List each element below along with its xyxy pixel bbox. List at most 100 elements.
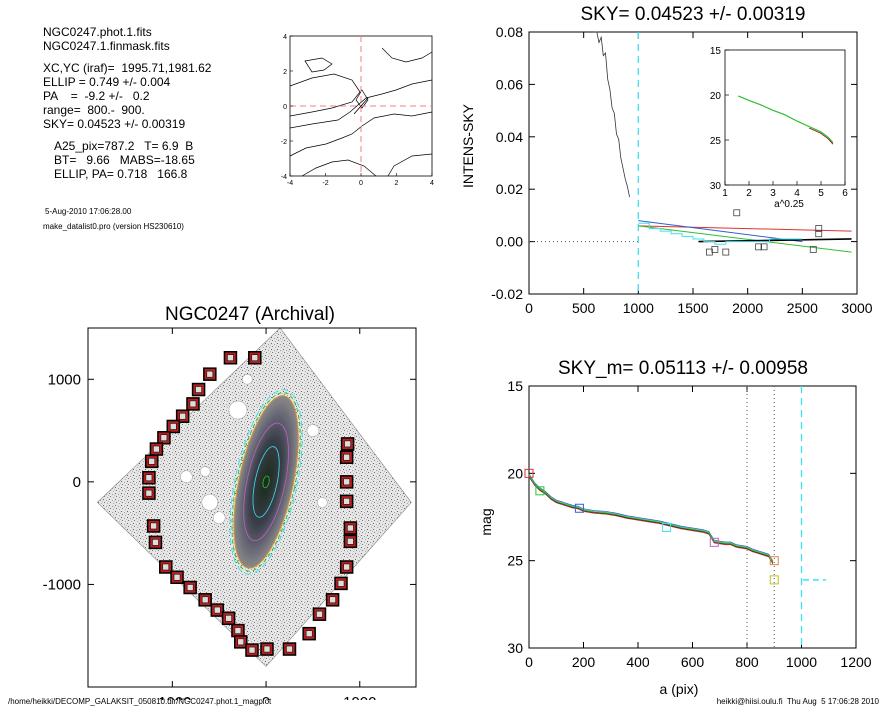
info-date: 5-Aug-2010 17:06:28.00 xyxy=(45,207,132,216)
sky-box-inner xyxy=(251,354,259,361)
sky-box-inner xyxy=(227,354,234,361)
contour-x-tick-label: 2 xyxy=(395,180,399,187)
sky-box-inner xyxy=(263,645,271,653)
sky-plot: SKY= 0.04523 +/- 0.00319 INTENS-SKY 0 500… xyxy=(460,4,873,316)
info-program: make_datalist0.pro (version HS230610) xyxy=(43,222,184,231)
info-sky: SKY= 0.04523 +/- 0.00319 xyxy=(43,117,186,131)
mag-x-tick-label: 1000 xyxy=(786,654,817,670)
sky-y-tick-label: 0.02 xyxy=(496,181,523,197)
inset-x-tick-label: 2 xyxy=(746,188,752,199)
sky-box-inner xyxy=(173,573,181,581)
sky-box-inner xyxy=(234,627,242,634)
contour-y-tick-label: 4 xyxy=(283,34,287,41)
sky-box-inner xyxy=(186,584,194,591)
galaxy-x-tick-label: 0 xyxy=(262,694,270,700)
sky-box-inner xyxy=(343,498,350,505)
sky-box-inner xyxy=(162,563,170,571)
mag-plot-ylabel: mag xyxy=(478,508,494,535)
sky-profile-line xyxy=(594,31,630,198)
sky-box-inner xyxy=(225,615,232,622)
mag-x-tick-label: 600 xyxy=(681,654,705,670)
sky-plot-title: SKY= 0.04523 +/- 0.00319 xyxy=(580,4,805,25)
sky-x-tick-label: 1500 xyxy=(677,300,708,316)
contour-x-tick-label: -2 xyxy=(322,180,328,187)
field-star xyxy=(201,494,219,511)
mag-plot-xlabel: a (pix) xyxy=(660,681,699,697)
contour-x-tick-label: 0 xyxy=(359,180,363,187)
footer-stamp: heikki@hiisi.oulu.fi Thu Aug 5 17:06:28 … xyxy=(716,697,879,706)
mag-marker xyxy=(535,486,545,496)
sky-y-tick-label: 0.06 xyxy=(496,76,523,92)
mag-marker xyxy=(574,503,584,513)
field-star xyxy=(242,373,253,385)
sky-box-inner xyxy=(145,489,153,497)
sky-x-tick-label: 2000 xyxy=(732,300,763,316)
sky-box-inner xyxy=(214,606,221,614)
sky-sample-point xyxy=(760,243,768,251)
sky-x-tick-label: 2500 xyxy=(787,300,818,316)
contour-tick-labels: -4 -2 0 2 4 -4 -2 0 2 4 xyxy=(281,34,434,187)
mag-y-tick-label: 30 xyxy=(507,640,523,656)
sky-sample-point xyxy=(809,246,817,253)
sky-x-tick-label: 500 xyxy=(572,300,596,316)
mag-plot: SKY_m= 0.05113 +/- 0.00958 mag a (pix) 0… xyxy=(478,358,872,697)
mag-x-tick-label: 800 xyxy=(735,654,759,670)
sky-box-inner xyxy=(316,610,323,618)
inset-x-tick-label: 3 xyxy=(770,188,776,199)
mag-x-tick-label: 1200 xyxy=(840,654,871,670)
inset-frame xyxy=(724,49,846,186)
sky-box-inner xyxy=(347,524,354,532)
sky-y-tick-label: 0.08 xyxy=(496,24,523,40)
galaxy-y-tick-label: -1000 xyxy=(43,576,81,593)
galaxy-plot-title: NGC0247 (Archival) xyxy=(165,304,335,325)
galaxy-y-tick-label: 1000 xyxy=(48,371,81,388)
sky-box-inner xyxy=(201,596,209,604)
mag-marker xyxy=(709,537,719,547)
sky-box-inner xyxy=(329,596,336,604)
info-ellip: ELLIP = 0.749 +/- 0.004 xyxy=(43,75,171,89)
contour-pa-mark xyxy=(353,97,369,115)
info-phot-file: NGC0247.phot.1.fits xyxy=(43,25,152,39)
info-ellip-pa: ELLIP, PA= 0.718 166.8 xyxy=(54,167,188,181)
sky-box-inner xyxy=(343,563,350,571)
sky-box-inner xyxy=(189,400,197,408)
field-star xyxy=(306,424,320,437)
info-pa: PA = -9.2 +/- 0.2 xyxy=(43,89,150,103)
contour-y-tick-label: 0 xyxy=(283,104,287,111)
sky-sample-point xyxy=(815,225,823,232)
mag-profile-blue xyxy=(528,473,774,562)
mag-x-tick-label: 200 xyxy=(572,654,596,670)
inset-profile-line-red xyxy=(808,127,834,145)
mag-x-tick-label: 0 xyxy=(525,654,533,670)
mag-profile-green xyxy=(528,474,774,563)
center-contour-plot: -4 -2 0 2 4 -4 -2 0 2 4 xyxy=(281,34,434,187)
sky-sample-point xyxy=(815,230,823,238)
sky-box-inner xyxy=(153,445,160,453)
inset-y-tick-label: 20 xyxy=(710,91,722,102)
sky-fit-line xyxy=(638,225,852,232)
sky-box-inner xyxy=(170,423,177,430)
info-a25: A25_pix=787.2 T= 6.9 B xyxy=(54,139,194,153)
sky-y-tick-label: -0.02 xyxy=(491,286,523,302)
sky-sample-point xyxy=(755,243,763,251)
sky-box-inner xyxy=(343,453,350,461)
sky-box-inner xyxy=(337,580,345,587)
inset-x-tick-label: 5 xyxy=(818,188,824,199)
sky-box-inner xyxy=(152,539,159,546)
sky-x-tick-label: 0 xyxy=(525,300,533,316)
galaxy-iso-green xyxy=(231,392,301,572)
sky-box-inner xyxy=(179,412,186,420)
galaxy-x-tick-label: 1000 xyxy=(343,694,376,700)
inset-xlabel: a^0.25 xyxy=(774,199,804,210)
sky-y-tick-label: 0.00 xyxy=(496,234,523,250)
sky-box-inner xyxy=(286,645,293,653)
contour-x-tick-label: -4 xyxy=(287,180,293,187)
contour-y-tick-label: 2 xyxy=(283,69,287,76)
inset-y-tick-label: 15 xyxy=(710,46,722,57)
galaxy-plot-frame xyxy=(87,327,417,688)
inset-x-tick-label: 4 xyxy=(794,188,800,199)
info-center: XC,YC (iraf)= 1995.71,1981.62 xyxy=(43,61,212,75)
sky-box-inner xyxy=(160,434,168,442)
inset-y-tick-label: 25 xyxy=(710,136,722,147)
galaxy-iso-inner xyxy=(252,446,280,518)
